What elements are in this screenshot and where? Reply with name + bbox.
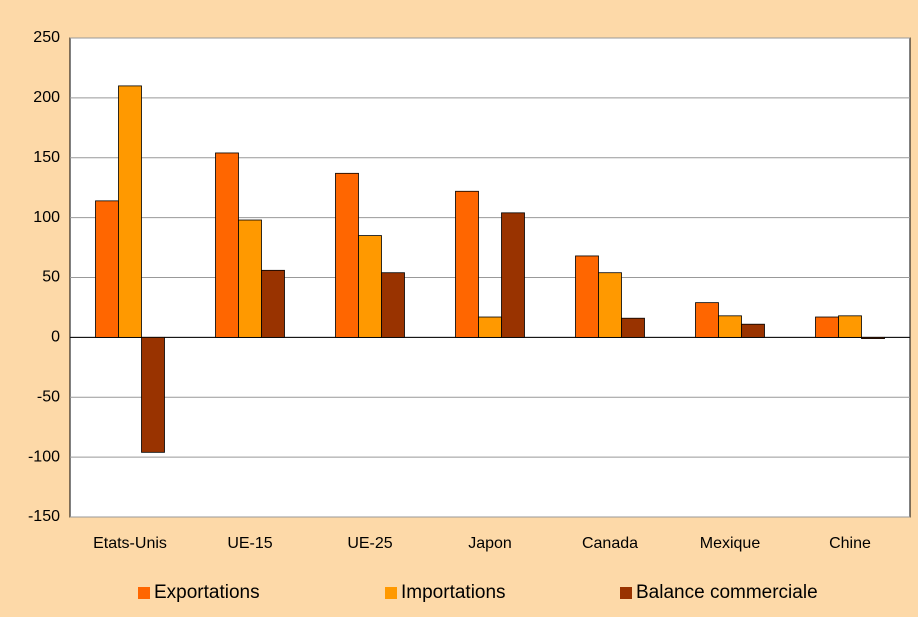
bar — [838, 315, 862, 338]
y-tick-label: 0 — [51, 329, 60, 346]
bar — [95, 200, 119, 338]
bar — [741, 323, 765, 338]
bar — [575, 255, 599, 338]
bar — [695, 302, 719, 338]
y-tick-label: -100 — [28, 448, 60, 465]
x-tick-label: UE-15 — [227, 535, 272, 552]
bar — [238, 219, 262, 338]
y-tick-label: -150 — [28, 508, 60, 525]
bar — [335, 172, 359, 338]
bar — [358, 235, 382, 338]
bar — [261, 269, 285, 338]
y-tick-label: -50 — [37, 388, 60, 405]
bar — [478, 316, 502, 338]
y-tick-label: 50 — [42, 269, 60, 286]
legend-swatch — [385, 587, 397, 599]
legend-swatch — [620, 587, 632, 599]
x-tick-label: Etats-Unis — [93, 535, 167, 552]
bar — [861, 336, 885, 339]
bar — [215, 152, 239, 338]
bar — [501, 212, 525, 338]
y-tick-label: 100 — [33, 209, 60, 226]
bar — [381, 272, 405, 338]
legend-swatch — [138, 587, 150, 599]
bar — [598, 272, 622, 338]
y-tick-label: 150 — [33, 149, 60, 166]
bar — [141, 336, 165, 453]
x-tick-label: Mexique — [700, 535, 761, 552]
bar — [118, 85, 142, 338]
y-tick-label: 250 — [33, 29, 60, 46]
bar — [718, 315, 742, 338]
y-tick-label: 200 — [33, 89, 60, 106]
x-tick-label: Canada — [582, 535, 638, 552]
bar — [455, 190, 479, 338]
legend-label: Exportations — [154, 582, 260, 603]
bar — [621, 317, 645, 338]
legend-label: Importations — [401, 582, 506, 603]
x-tick-label: UE-25 — [347, 535, 392, 552]
x-tick-label: Chine — [829, 535, 871, 552]
bar — [815, 316, 839, 338]
x-tick-label: Japon — [468, 535, 512, 552]
legend-label: Balance commerciale — [636, 582, 818, 603]
